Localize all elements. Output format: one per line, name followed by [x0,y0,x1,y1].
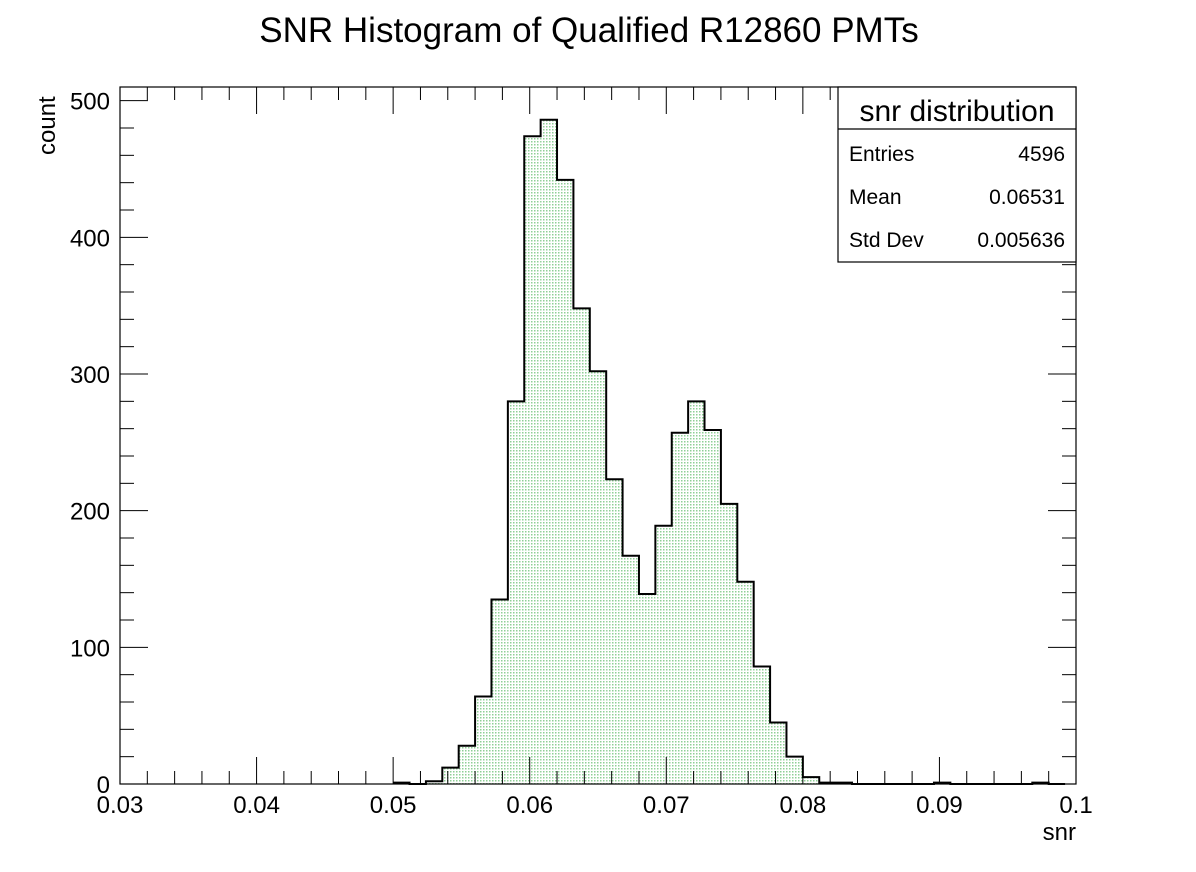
histogram-bars [393,119,1049,785]
histogram-bar [720,503,738,784]
histogram-bar [507,401,525,784]
histogram-bar [491,599,508,784]
histogram-bar [671,432,689,784]
y-tick-label: 400 [70,225,110,252]
y-tick-label: 100 [70,635,110,662]
plot-frame [119,86,1077,785]
histogram-bar [770,722,787,784]
y-axis-label: count [34,96,61,155]
x-tick-label: 0.03 [97,792,144,819]
x-tick-label: 0.07 [643,792,690,819]
x-tick-label: 0.04 [233,792,280,819]
stats-box-title: snr distribution [859,95,1054,128]
histogram-bar [458,745,476,784]
histogram-bar [753,666,771,784]
histogram-bar [425,781,443,784]
histogram-bar [688,401,705,784]
x-tick-label: 0.05 [370,792,417,819]
histogram-bar [638,594,656,784]
x-tick-labels: 0.03 0.04 0.05 0.06 0.07 0.08 0.09 0.1 [97,792,1093,819]
histogram-bar [802,777,820,784]
histogram-bar [589,371,607,784]
histogram-bar [573,308,590,784]
y-tick-label: 200 [70,499,110,526]
histogram-bar [442,767,459,784]
x-tick-label: 0.1 [1059,792,1092,819]
histogram-bar [622,555,639,784]
histogram-bar [557,179,574,784]
histogram-bar [540,119,558,785]
stats-entries-label: Entries [849,143,914,166]
stats-box: snr distribution Entries 4596 Mean 0.065… [837,86,1077,263]
x-axis-label: snr [1043,819,1076,846]
histogram-bar [704,430,721,784]
histogram-bar [655,525,672,784]
y-tick-label: 0 [97,772,110,799]
stats-box-frame [837,86,1077,263]
x-tick-label: 0.06 [506,792,553,819]
histogram-bar [524,136,541,784]
histogram-bar [737,581,754,784]
x-tick-label: 0.09 [916,792,963,819]
y-tick-label: 500 [70,89,110,116]
histogram-bar [606,479,623,784]
chart-title: SNR Histogram of Qualified R12860 PMTs [259,11,918,50]
stats-mean-label: Mean [849,186,902,209]
histogram-bar [786,756,803,784]
stats-mean-value: 0.06531 [989,186,1065,209]
stats-stddev-label: Std Dev [849,229,924,252]
y-tick-label: 300 [70,362,110,389]
y-tick-labels: 0 100 200 300 400 500 [70,89,110,799]
x-tick-label: 0.08 [779,792,826,819]
stats-stddev-value: 0.005636 [977,229,1065,252]
histogram-bar [475,696,492,784]
stats-entries-value: 4596 [1018,143,1065,166]
